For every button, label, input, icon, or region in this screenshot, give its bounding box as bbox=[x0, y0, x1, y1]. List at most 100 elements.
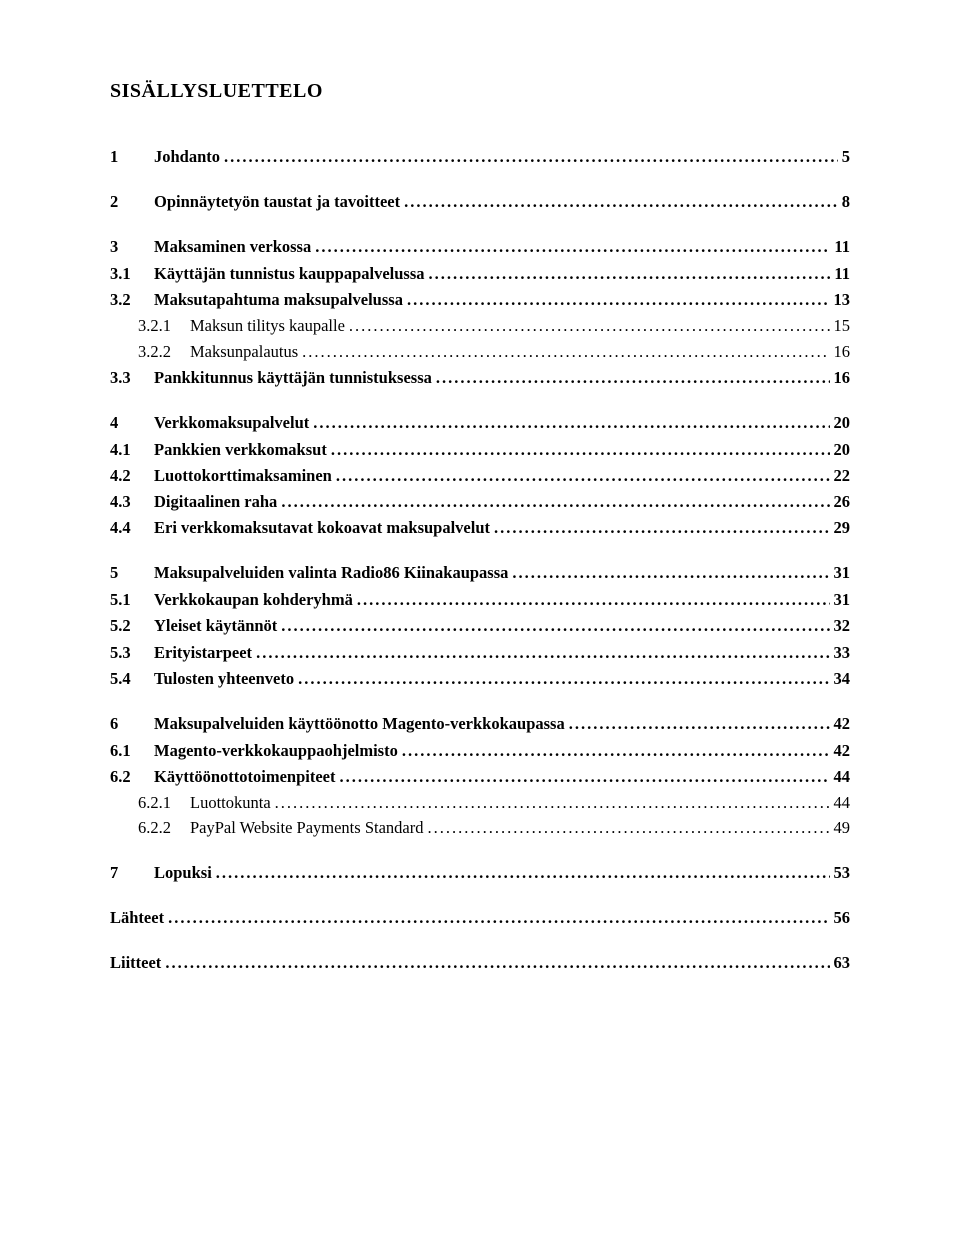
toc-entry-label: Eri verkkomaksutavat kokoavat maksupalve… bbox=[154, 516, 494, 539]
toc-entry-number: 4.2 bbox=[110, 464, 154, 487]
toc-entry-number: 5.1 bbox=[110, 588, 154, 611]
toc-leader-dots bbox=[256, 641, 829, 664]
toc-entry-page: 5 bbox=[838, 145, 850, 168]
toc-leader-dots bbox=[331, 438, 830, 461]
toc-entry: Lähteet 56 bbox=[110, 906, 850, 929]
toc-entry-number: 5 bbox=[110, 561, 154, 584]
toc-entry: 4.3Digitaalinen raha26 bbox=[110, 490, 850, 513]
toc-entry: 6.2Käyttöönottotoimenpiteet44 bbox=[110, 765, 850, 788]
toc-entry-number: 6 bbox=[110, 712, 154, 735]
toc-entry-page: 20 bbox=[830, 438, 851, 461]
toc-entry-label: Pankkitunnus käyttäjän tunnistuksessa bbox=[154, 366, 436, 389]
toc-entry-label: Liitteet bbox=[110, 951, 165, 974]
toc-entry-label: Lähteet bbox=[110, 906, 168, 929]
toc-entry-page: 26 bbox=[830, 490, 851, 513]
toc-leader-dots bbox=[168, 906, 829, 929]
toc-entry-number: 3.1 bbox=[110, 262, 154, 285]
toc-leader-dots bbox=[298, 667, 829, 690]
toc-leader-dots bbox=[349, 314, 830, 337]
toc-entry-label: Verkkomaksupalvelut bbox=[154, 411, 313, 434]
toc-leader-dots bbox=[336, 464, 830, 487]
toc-entry-label: Maksutapahtuma maksupalvelussa bbox=[154, 288, 407, 311]
toc-entry-page: 11 bbox=[830, 235, 850, 258]
toc-entry: 6.2.1Luottokunta44 bbox=[110, 791, 850, 814]
toc-entry-page: 16 bbox=[830, 340, 851, 363]
toc-entry-number: 3.2.1 bbox=[138, 314, 190, 337]
toc-leader-dots bbox=[313, 411, 829, 434]
toc-entry-page: 44 bbox=[830, 791, 851, 814]
toc-leader-dots bbox=[275, 791, 830, 814]
toc-leader-dots bbox=[315, 235, 830, 258]
toc-entry: 1Johdanto 5 bbox=[110, 145, 850, 168]
toc-entry: 7Lopuksi 53 bbox=[110, 861, 850, 884]
toc-entry: 6.2.2PayPal Website Payments Standard49 bbox=[110, 816, 850, 839]
toc-entry: 3.2.1Maksun tilitys kaupalle15 bbox=[110, 314, 850, 337]
toc-leader-dots bbox=[165, 951, 829, 974]
toc-entry: 5.1Verkkokaupan kohderyhmä31 bbox=[110, 588, 850, 611]
toc-entry-number: 5.2 bbox=[110, 614, 154, 637]
toc-entry: 4.4Eri verkkomaksutavat kokoavat maksupa… bbox=[110, 516, 850, 539]
toc-entry-page: 42 bbox=[830, 712, 851, 735]
toc-entry: 4.1Pankkien verkkomaksut 20 bbox=[110, 438, 850, 461]
toc-leader-dots bbox=[302, 340, 829, 363]
toc-entry-label: Maksupalveluiden valinta Radio86 Kiinaka… bbox=[154, 561, 512, 584]
toc-entry-page: 42 bbox=[830, 739, 851, 762]
toc-leader-dots bbox=[494, 516, 829, 539]
toc-entry: 2Opinnäytetyön taustat ja tavoitteet8 bbox=[110, 190, 850, 213]
toc-entry-page: 49 bbox=[830, 816, 851, 839]
toc-entry: 6Maksupalveluiden käyttöönotto Magento-v… bbox=[110, 712, 850, 735]
toc-leader-dots bbox=[512, 561, 829, 584]
toc-entry-label: Maksupalveluiden käyttöönotto Magento-ve… bbox=[154, 712, 569, 735]
toc-entry-page: 20 bbox=[830, 411, 851, 434]
toc-leader-dots bbox=[216, 861, 830, 884]
toc-entry-number: 2 bbox=[110, 190, 154, 213]
toc-entry-label: Tulosten yhteenveto bbox=[154, 667, 298, 690]
toc-leader-dots bbox=[427, 816, 829, 839]
toc-entry-number: 1 bbox=[110, 145, 154, 168]
toc-entry-page: 22 bbox=[830, 464, 851, 487]
toc-entry-page: 13 bbox=[830, 288, 851, 311]
toc-entry-label: Erityistarpeet bbox=[154, 641, 256, 664]
toc-entry-page: 53 bbox=[830, 861, 851, 884]
toc-entry: 3.3Pankkitunnus käyttäjän tunnistuksessa… bbox=[110, 366, 850, 389]
toc-entry: 5Maksupalveluiden valinta Radio86 Kiinak… bbox=[110, 561, 850, 584]
toc-entry-page: 31 bbox=[830, 588, 851, 611]
toc-title: SISÄLLYSLUETTELO bbox=[110, 80, 850, 103]
toc-entry-number: 3 bbox=[110, 235, 154, 258]
toc-entry-label: Digitaalinen raha bbox=[154, 490, 281, 513]
toc-entry-number: 4.1 bbox=[110, 438, 154, 461]
toc-leader-dots bbox=[281, 490, 829, 513]
toc-list: 1Johdanto 5 2Opinnäytetyön taustat ja tavo… bbox=[110, 145, 850, 974]
toc-entry-page: 15 bbox=[830, 314, 851, 337]
toc-entry-number: 6.2 bbox=[110, 765, 154, 788]
toc-entry-number: 7 bbox=[110, 861, 154, 884]
toc-leader-dots bbox=[281, 614, 829, 637]
toc-entry-page: 29 bbox=[830, 516, 851, 539]
toc-entry-label: Luottokorttimaksaminen bbox=[154, 464, 336, 487]
toc-entry-page: 63 bbox=[830, 951, 851, 974]
toc-entry-page: 56 bbox=[830, 906, 851, 929]
toc-entry-label: Lopuksi bbox=[154, 861, 216, 884]
toc-leader-dots bbox=[357, 588, 830, 611]
toc-entry-label: PayPal Website Payments Standard bbox=[190, 816, 427, 839]
toc-entry-page: 33 bbox=[830, 641, 851, 664]
toc-entry-number: 6.1 bbox=[110, 739, 154, 762]
toc-entry-label: Johdanto bbox=[154, 145, 224, 168]
toc-leader-dots bbox=[339, 765, 829, 788]
toc-entry: 5.3Erityistarpeet 33 bbox=[110, 641, 850, 664]
toc-entry: Liitteet 63 bbox=[110, 951, 850, 974]
toc-entry-label: Luottokunta bbox=[190, 791, 275, 814]
toc-entry-number: 5.4 bbox=[110, 667, 154, 690]
toc-entry-number: 3.2 bbox=[110, 288, 154, 311]
toc-entry-label: Maksaminen verkossa bbox=[154, 235, 315, 258]
toc-entry-label: Pankkien verkkomaksut bbox=[154, 438, 331, 461]
toc-entry-number: 3.2.2 bbox=[138, 340, 190, 363]
toc-entry: 4Verkkomaksupalvelut20 bbox=[110, 411, 850, 434]
toc-entry-page: 34 bbox=[830, 667, 851, 690]
toc-leader-dots bbox=[569, 712, 830, 735]
toc-entry-label: Käyttöönottotoimenpiteet bbox=[154, 765, 339, 788]
toc-entry-label: Maksunpalautus bbox=[190, 340, 302, 363]
toc-leader-dots bbox=[224, 145, 838, 168]
toc-entry: 5.4Tulosten yhteenveto 34 bbox=[110, 667, 850, 690]
toc-entry-number: 5.3 bbox=[110, 641, 154, 664]
